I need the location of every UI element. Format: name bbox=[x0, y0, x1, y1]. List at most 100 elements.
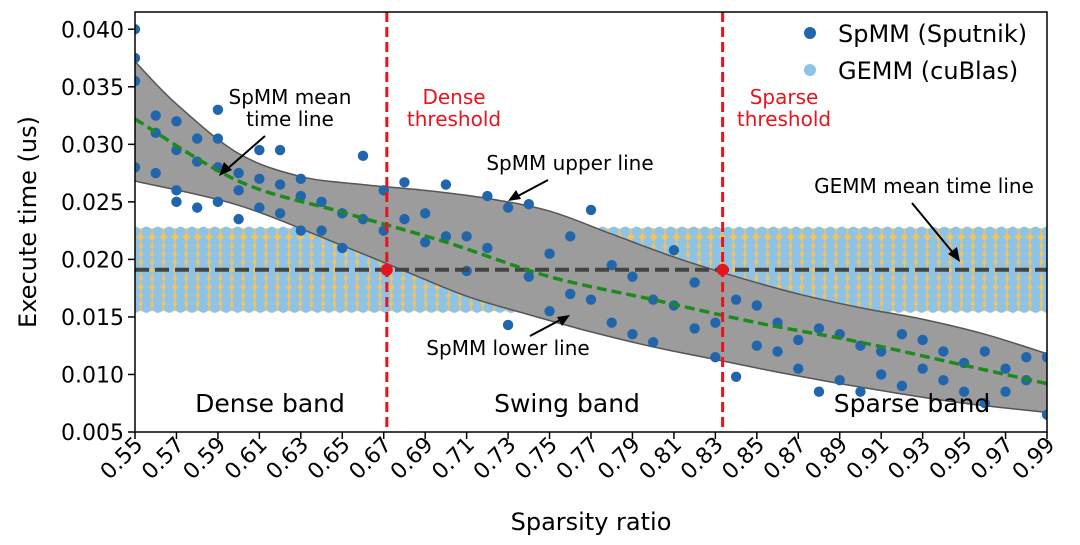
gemm-point bbox=[779, 277, 790, 288]
gemm-point bbox=[414, 277, 426, 288]
spmm-point bbox=[834, 375, 845, 386]
gemm-point bbox=[198, 294, 209, 305]
gemm-point bbox=[677, 244, 688, 256]
gemm-point bbox=[323, 277, 334, 288]
gemm-point bbox=[300, 236, 312, 248]
gemm-point bbox=[1030, 277, 1041, 288]
gemm-point bbox=[882, 244, 893, 256]
gemm-point bbox=[141, 253, 152, 264]
gemm-point bbox=[813, 236, 825, 248]
gemm-point bbox=[813, 226, 825, 237]
gemm-point bbox=[893, 286, 904, 297]
gemm-point bbox=[323, 286, 334, 297]
spmm-upper-arrowhead bbox=[508, 190, 521, 201]
gemm-point bbox=[973, 253, 984, 264]
gemm-point bbox=[642, 236, 654, 248]
gemm-point bbox=[870, 277, 882, 288]
gemm-point bbox=[1030, 302, 1041, 313]
gemm-point bbox=[916, 302, 927, 313]
spmm-point bbox=[585, 204, 597, 216]
gemm-point bbox=[836, 269, 847, 280]
gemm-point bbox=[1007, 294, 1018, 305]
spmm-point bbox=[606, 259, 617, 271]
gemm-point bbox=[779, 236, 790, 248]
gemm-point bbox=[300, 269, 312, 280]
spmm-lower-line bbox=[135, 180, 1047, 414]
gemm-point bbox=[927, 286, 939, 297]
gemm-point bbox=[962, 294, 973, 305]
y-tick-label: 0.040 bbox=[61, 18, 124, 43]
spmm-point bbox=[135, 52, 141, 64]
gemm-mean-arrowhead bbox=[948, 247, 960, 262]
gemm-point bbox=[175, 253, 186, 264]
gemm-point bbox=[973, 236, 984, 248]
gemm-point bbox=[300, 286, 312, 297]
gemm-point bbox=[164, 269, 175, 280]
gemm-point bbox=[996, 244, 1007, 256]
spmm-point bbox=[896, 328, 908, 340]
gemm-point bbox=[950, 226, 961, 237]
spmm-point bbox=[875, 369, 887, 380]
gemm-point bbox=[950, 269, 961, 280]
gemm-point bbox=[791, 244, 802, 256]
gemm-point bbox=[198, 253, 209, 264]
spmm-point bbox=[1041, 352, 1047, 363]
gemm-point bbox=[152, 226, 163, 237]
gemm-point bbox=[135, 277, 141, 288]
legend-label-gemm: GEMM (cuBlas) bbox=[838, 57, 1018, 85]
gemm-point bbox=[346, 302, 357, 313]
gemm-point bbox=[175, 236, 186, 248]
gemm-point bbox=[939, 226, 950, 237]
gemm-point bbox=[996, 286, 1007, 297]
spmm-point bbox=[730, 294, 742, 305]
gemm-point bbox=[882, 269, 893, 280]
spmm-mean-arrowhead bbox=[219, 162, 232, 176]
gemm-point bbox=[449, 294, 460, 305]
gemm-point bbox=[1007, 302, 1018, 313]
gemm-point bbox=[232, 286, 243, 297]
gemm-point bbox=[278, 226, 289, 237]
y-tick-label: 0.010 bbox=[61, 363, 124, 388]
gemm-point bbox=[186, 253, 198, 264]
x-tick-label: 0.95 bbox=[925, 433, 977, 485]
spmm-point bbox=[917, 363, 928, 374]
gemm-point bbox=[825, 277, 836, 288]
gemm-point bbox=[1041, 294, 1047, 305]
gemm-point bbox=[779, 226, 790, 237]
gemm-point bbox=[870, 294, 882, 305]
gemm-point bbox=[266, 286, 277, 297]
spmm-point bbox=[710, 352, 721, 363]
gemm-point bbox=[152, 244, 163, 256]
gemm-point bbox=[699, 226, 711, 237]
gemm-point bbox=[232, 236, 243, 248]
gemm-point bbox=[802, 244, 813, 256]
spmm-point bbox=[171, 116, 182, 127]
gemm-point bbox=[289, 286, 300, 297]
gemm-point bbox=[186, 294, 198, 305]
gemm-point bbox=[369, 286, 380, 297]
gemm-point bbox=[802, 236, 813, 248]
spmm-point bbox=[647, 294, 659, 305]
gemm-point bbox=[221, 269, 232, 280]
gemm-point bbox=[1030, 286, 1041, 297]
gemm-point bbox=[1018, 269, 1030, 280]
gemm-point bbox=[779, 253, 790, 264]
gemm-point bbox=[243, 226, 255, 237]
gemm-point bbox=[243, 277, 255, 288]
gemm-point bbox=[836, 226, 847, 237]
spmm-point bbox=[212, 104, 224, 116]
gemm-point bbox=[825, 286, 836, 297]
gemm-point bbox=[711, 244, 722, 256]
gemm-point bbox=[255, 302, 266, 313]
gemm-point bbox=[426, 294, 437, 305]
gemm-point bbox=[734, 253, 745, 264]
spmm-upper-line bbox=[135, 60, 1047, 355]
gemm-point bbox=[198, 269, 209, 280]
gemm-point bbox=[1018, 236, 1030, 248]
gemm-point bbox=[734, 226, 745, 237]
spmm-point bbox=[295, 225, 307, 236]
gemm-point bbox=[848, 269, 859, 280]
gemm-point bbox=[927, 302, 939, 313]
gemm-point bbox=[962, 269, 973, 280]
gemm-point bbox=[893, 302, 904, 313]
